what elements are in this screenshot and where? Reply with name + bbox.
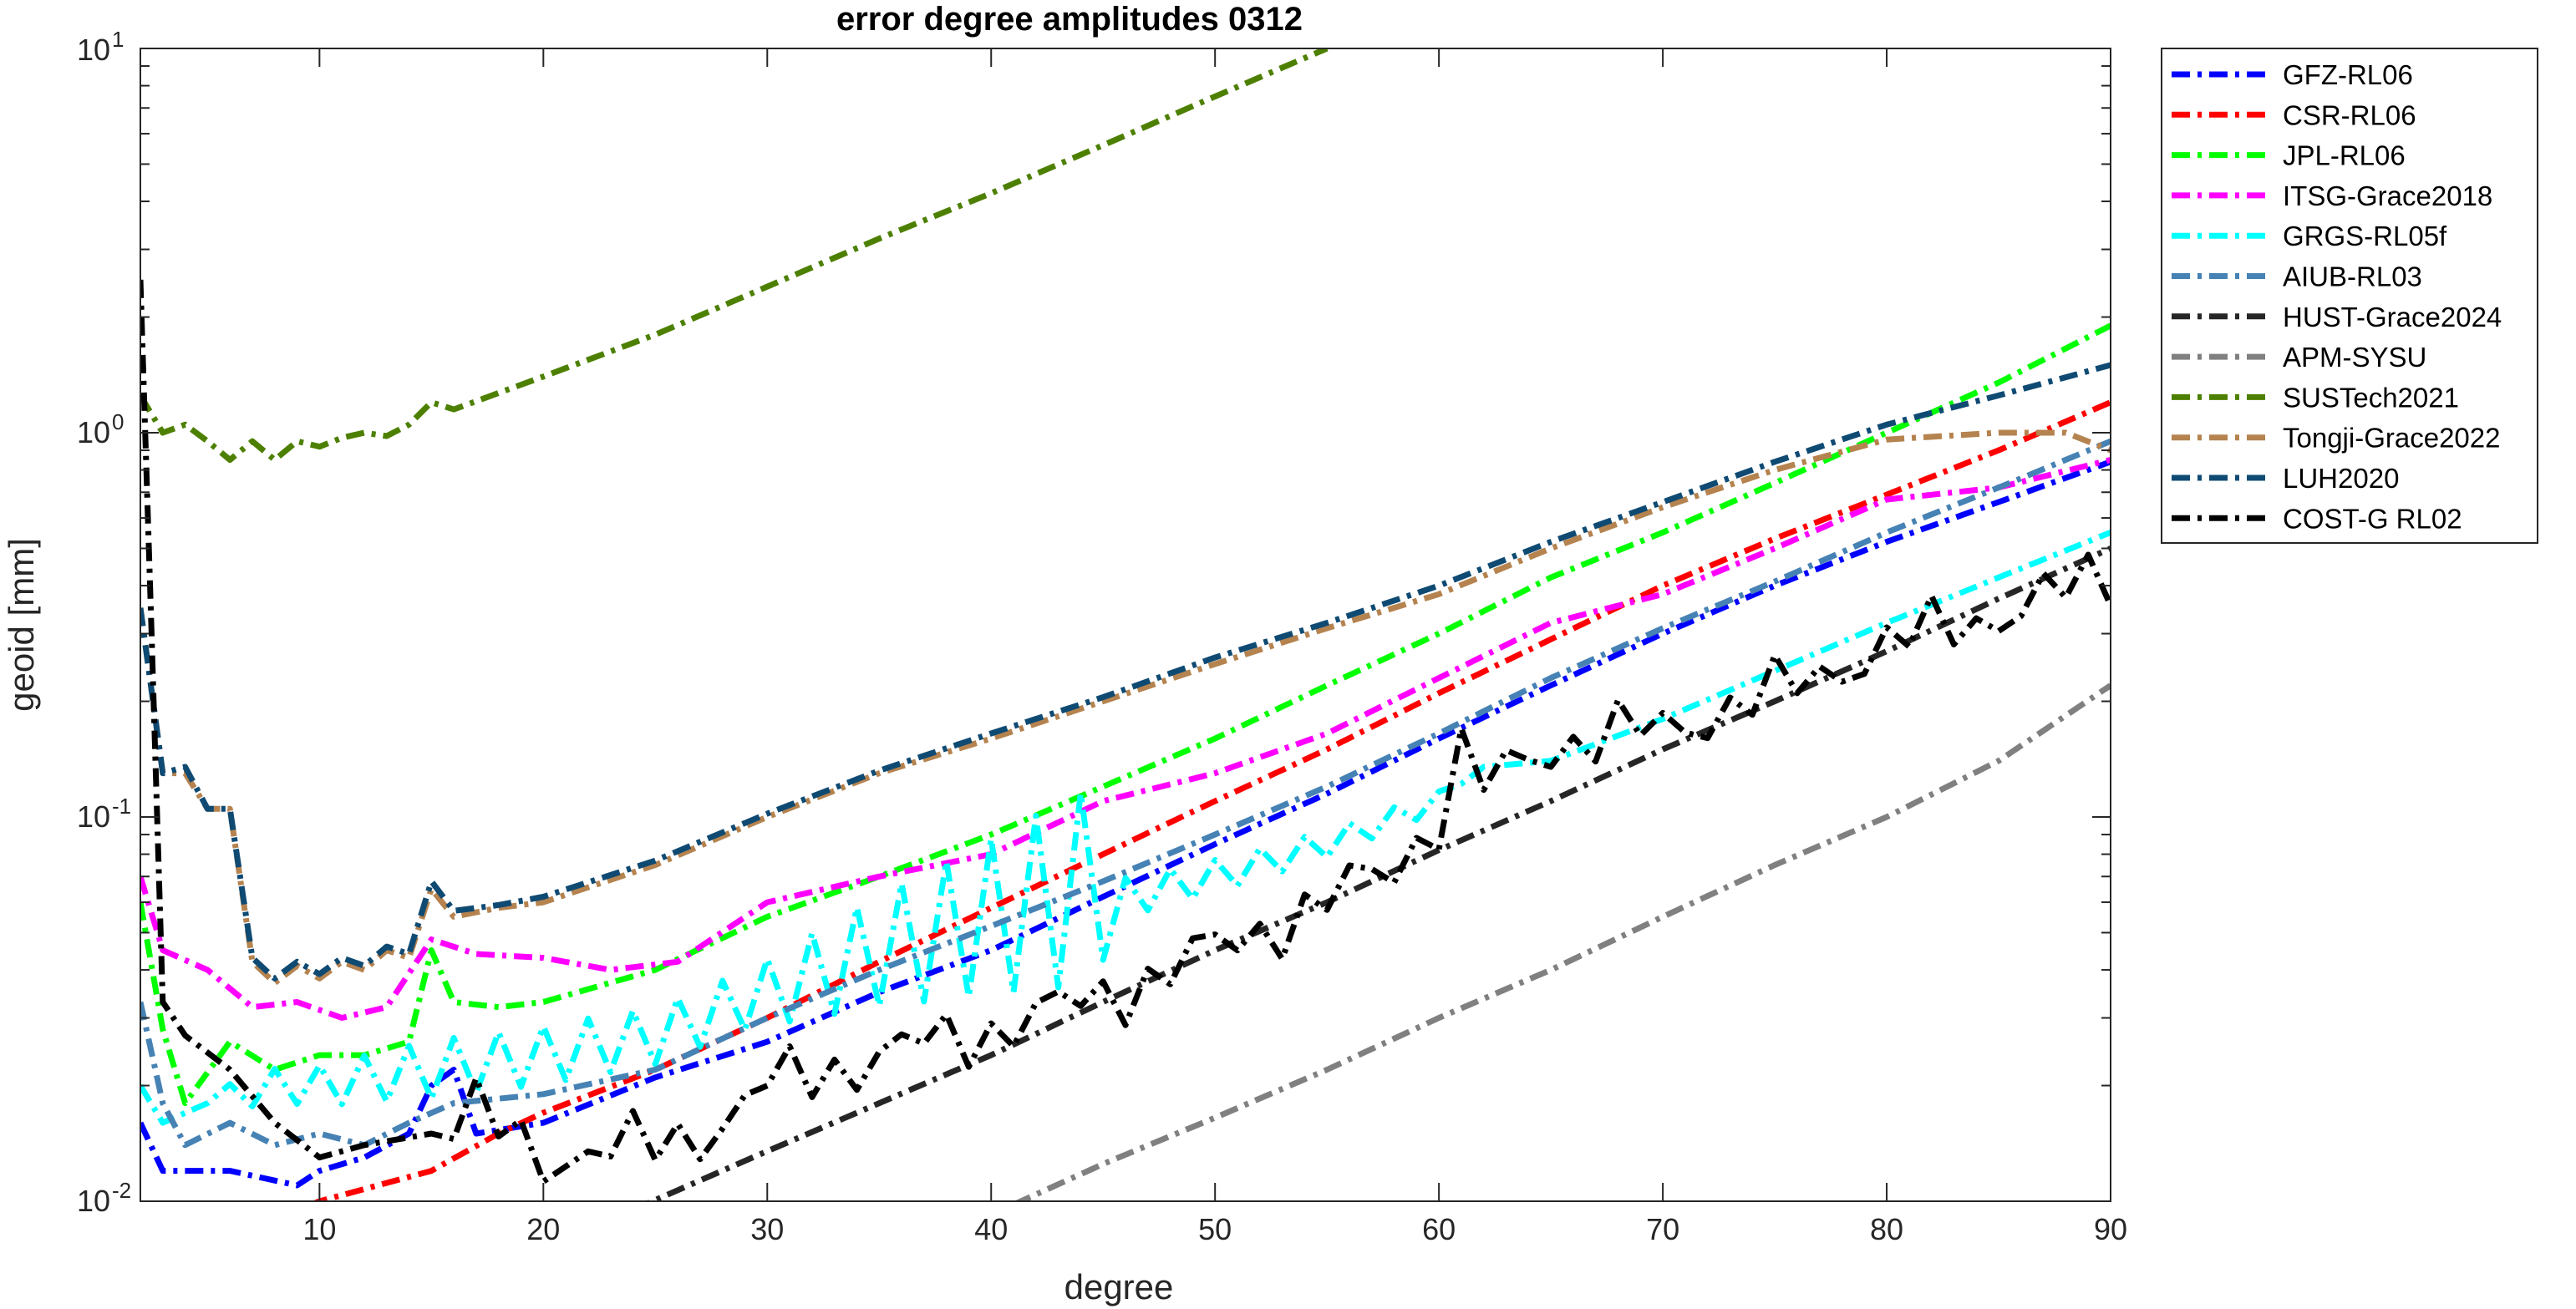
legend-entry: ITSG-Grace2018 — [2283, 180, 2492, 211]
x-tick-label: 40 — [974, 1212, 1008, 1246]
y-tick-label: 10 0 — [77, 409, 124, 449]
legend-entry: Tongji-Grace2022 — [2283, 423, 2501, 454]
series-line-luh2020 — [140, 362, 2111, 982]
plot-background — [140, 48, 2111, 1201]
series-line-jpl-rl06 — [140, 322, 2111, 1107]
axes-box — [140, 48, 2111, 1202]
y-tick-base: 10 — [77, 799, 110, 834]
series-line-tongji-grace2022 — [140, 429, 2111, 987]
y-tick-exponent: 0 — [112, 409, 124, 434]
series-line-aiub-rl03 — [140, 438, 2111, 1149]
series-line-cost-g-rl02 — [140, 279, 2111, 1185]
legend-entry: HUST-Grace2024 — [2283, 302, 2502, 332]
x-tick-label: 90 — [2094, 1212, 2127, 1246]
x-tick-label: 70 — [1646, 1212, 1679, 1246]
y-tick-exponent: 1 — [112, 27, 124, 52]
y-tick-label: 10 -1 — [77, 794, 131, 834]
y-tick-exponent: -2 — [112, 1178, 131, 1203]
series-line-apm-sysu — [1014, 682, 2111, 1201]
legend-entry: APM-SYSU — [2283, 342, 2426, 373]
series-line-grgs-rl05f — [140, 530, 2111, 1126]
legend-entry: AIUB-RL03 — [2283, 261, 2422, 292]
x-tick-label: 10 — [302, 1212, 336, 1246]
x-axis-label: degree — [1064, 1267, 1174, 1306]
y-tick-exponent: -1 — [112, 794, 131, 819]
series-line-csr-rl06 — [311, 399, 2111, 1201]
legend: GFZ-RL06 CSR-RL06 JPL-RL06 ITSG-Grace2018 GR… — [2161, 48, 2538, 544]
legend-entry: GFZ-RL06 — [2283, 59, 2413, 90]
x-tick-label: 30 — [750, 1212, 784, 1246]
legend-entry: SUSTech2021 — [2283, 382, 2459, 413]
y-tick-base: 10 — [77, 1184, 110, 1218]
legend-entry: LUH2020 — [2283, 463, 2399, 494]
y-tick-label: 10 -2 — [77, 1178, 131, 1218]
legend-box — [2161, 48, 2538, 544]
legend-entry: GRGS-RL05f — [2283, 221, 2447, 251]
legend-entry: COST-G RL02 — [2283, 503, 2462, 534]
series-line-gfz-rl06 — [140, 459, 2111, 1189]
series-line-hust-grace2024 — [645, 545, 2111, 1201]
y-tick-label: 10 1 — [77, 27, 124, 67]
legend-entry: JPL-RL06 — [2283, 140, 2406, 171]
y-tick-base: 10 — [77, 415, 110, 449]
x-tick-label: 50 — [1198, 1212, 1232, 1246]
legend-entry: CSR-RL06 — [2283, 99, 2416, 130]
chart-title: error degree amplitudes 0312 — [836, 1, 1303, 38]
x-tick-label: 60 — [1422, 1212, 1456, 1246]
x-tick-label: 80 — [1870, 1212, 1903, 1246]
series-line-sustech2021 — [140, 48, 1329, 463]
y-axis-label: geoid [mm] — [2, 538, 41, 712]
series-layer — [140, 48, 2111, 1201]
x-tick-label: 20 — [526, 1212, 560, 1246]
series-line-itsg-grace2018 — [140, 457, 2111, 1021]
y-tick-base: 10 — [77, 33, 110, 67]
